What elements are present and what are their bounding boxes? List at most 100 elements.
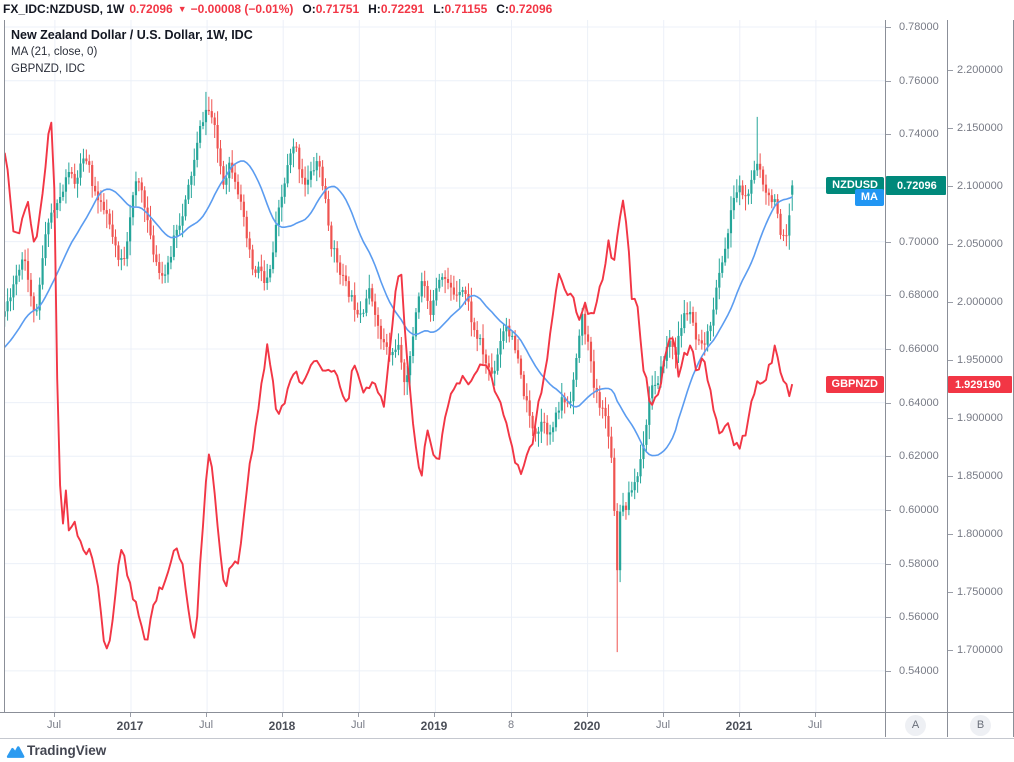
- price-tick-label: 0.62000: [899, 450, 939, 462]
- time-label-year: 2018: [268, 719, 296, 733]
- price-tick-label: 0.78000: [899, 21, 939, 33]
- price-tick: [948, 128, 953, 129]
- price-tick-label: 1.750000: [957, 586, 1003, 598]
- legend-main-series[interactable]: New Zealand Dollar / U.S. Dollar, 1W, ID…: [11, 28, 253, 42]
- price-tick: [886, 134, 891, 135]
- price-tick-label: 1.700000: [957, 644, 1003, 656]
- time-tick: [130, 713, 131, 717]
- price-scale-gbpnzd[interactable]: 1.929190 2.200000 2.150000 2.100000 2.05000…: [948, 20, 1014, 712]
- price-tick-label: 2.150000: [957, 122, 1003, 134]
- nzdusd-series-badge[interactable]: NZDUSD: [826, 177, 884, 194]
- time-tick: [282, 713, 283, 717]
- price-tick: [948, 418, 953, 419]
- time-tick: [54, 713, 55, 717]
- price-tick-label: 2.050000: [957, 238, 1003, 250]
- time-label-year: 2021: [725, 719, 753, 733]
- price-tick: [948, 534, 953, 535]
- time-label-year: 2019: [420, 719, 448, 733]
- price-tick-label: 0.74000: [899, 128, 939, 140]
- price-tick: [948, 476, 953, 477]
- time-tick: [663, 713, 664, 717]
- price-tick: [948, 592, 953, 593]
- time-label-month: Jul: [807, 719, 823, 731]
- price-tick-label: 1.900000: [957, 412, 1003, 424]
- price-tick: [886, 81, 891, 82]
- price-tick: [948, 302, 953, 303]
- open-label: O:: [302, 2, 316, 16]
- price-tick: [948, 650, 953, 651]
- nzdusd-price-badge: 0.72096: [886, 176, 946, 195]
- open-value: 0.71751: [315, 2, 360, 16]
- price-tick: [886, 27, 891, 28]
- legend-overlay-series[interactable]: GBPNZD, IDC: [11, 63, 86, 75]
- price-tick: [886, 295, 891, 296]
- high-value: 0.72291: [380, 2, 425, 16]
- price-tick: [948, 360, 953, 361]
- price-change: −0.00008 (−0.01%): [190, 2, 294, 16]
- price-tick: [886, 403, 891, 404]
- time-tick: [434, 713, 435, 717]
- price-tick-label: 1.850000: [957, 470, 1003, 482]
- gbpnzd-series-badge[interactable]: GBPNZD: [825, 376, 884, 393]
- price-tick-label: 0.70000: [899, 236, 939, 248]
- price-tick-label: 0.64000: [899, 397, 939, 409]
- high-label: H:: [368, 2, 381, 16]
- price-tick: [886, 456, 891, 457]
- price-tick-label: 0.60000: [899, 504, 939, 516]
- price-tick-label: 0.56000: [899, 611, 939, 623]
- time-tick: [587, 713, 588, 717]
- time-label-year: 2017: [116, 719, 144, 733]
- close-label: C:: [496, 2, 509, 16]
- chart-legend: New Zealand Dollar / U.S. Dollar, 1W, ID…: [11, 27, 253, 78]
- price-tick: [886, 564, 891, 565]
- time-label-month: Jul: [655, 719, 671, 731]
- footer-bar: TradingView: [0, 738, 1014, 762]
- time-tick: [739, 713, 740, 717]
- last-price: 0.72096: [129, 2, 173, 16]
- price-scale-nzdusd[interactable]: 0.72096 0.78000 0.76000 0.74000 0.70000 0.68…: [886, 20, 947, 712]
- down-triangle-icon: ▼: [177, 4, 187, 14]
- price-tick-label: 0.76000: [899, 75, 939, 87]
- price-axis-border: [885, 20, 886, 737]
- price-scale-b-button[interactable]: B: [970, 715, 991, 736]
- low-value: 0.71155: [444, 2, 488, 16]
- price-tick-label: 1.800000: [957, 528, 1003, 540]
- price-tick-label: 2.000000: [957, 296, 1003, 308]
- price-tick-label: 2.100000: [957, 180, 1003, 192]
- time-axis[interactable]: A B Jul 2017 Jul 2018 Jul 2019 8 2020 Jul 2021 Jul: [0, 712, 1014, 739]
- time-tick: [511, 713, 512, 717]
- price-tick: [948, 70, 953, 71]
- time-label-year: 2020: [573, 719, 601, 733]
- chart-pane[interactable]: New Zealand Dollar / U.S. Dollar, 1W, ID…: [4, 20, 886, 712]
- time-tick: [815, 713, 816, 717]
- legend-ma-indicator[interactable]: MA (21, close, 0): [11, 46, 98, 58]
- time-label-month: Jul: [46, 719, 62, 731]
- price-tick-label: 0.54000: [899, 665, 939, 677]
- low-label: L:: [433, 2, 445, 16]
- tradingview-wordmark[interactable]: TradingView: [27, 743, 107, 758]
- price-tick-label: 0.66000: [899, 343, 939, 355]
- second-axis-border: [947, 20, 948, 737]
- time-tick: [358, 713, 359, 717]
- price-tick-label: 1.950000: [957, 354, 1003, 366]
- price-tick: [886, 617, 891, 618]
- price-scale-a-button[interactable]: A: [905, 715, 926, 736]
- symbol-header[interactable]: FX_IDC:NZDUSD, 1W 0.72096 ▼ −0.00008 (−0…: [3, 0, 557, 18]
- price-tick: [948, 186, 953, 187]
- time-label-month: Jul: [350, 719, 366, 731]
- price-tick-label: 0.58000: [899, 558, 939, 570]
- price-tick: [886, 349, 891, 350]
- time-label-month: 8: [507, 719, 515, 731]
- price-tick-label: 0.68000: [899, 289, 939, 301]
- symbol-name[interactable]: FX_IDC:NZDUSD, 1W: [3, 2, 125, 16]
- price-chart-canvas[interactable]: [5, 20, 886, 712]
- price-tick: [886, 510, 891, 511]
- price-tick: [886, 242, 891, 243]
- gbpnzd-price-badge: 1.929190: [948, 376, 1012, 393]
- ma-series-badge[interactable]: MA: [854, 189, 884, 206]
- price-tick-label: 2.200000: [957, 64, 1003, 76]
- close-value: 0.72096: [508, 2, 553, 16]
- price-tick: [886, 671, 891, 672]
- tradingview-logo-icon[interactable]: [6, 742, 25, 760]
